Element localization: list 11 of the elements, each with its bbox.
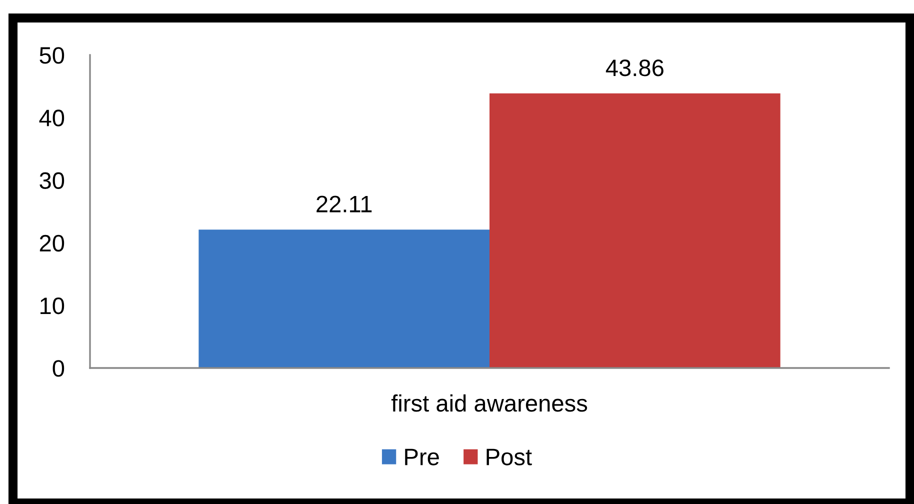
data-label: 43.86: [606, 60, 664, 76]
data-label: 22.11: [316, 196, 372, 212]
y-tick-label: 40: [39, 110, 64, 126]
legend-label: Post: [486, 448, 532, 466]
legend-label: Pre: [405, 448, 439, 466]
y-tick-label: 0: [52, 360, 64, 377]
y-tick-label: 20: [40, 234, 64, 252]
y-tick-label: 10: [40, 297, 64, 314]
x-tick-label: first aid awareness: [391, 394, 588, 412]
y-tick-label: 50: [40, 47, 64, 64]
y-tick-label: 30: [40, 172, 64, 189]
